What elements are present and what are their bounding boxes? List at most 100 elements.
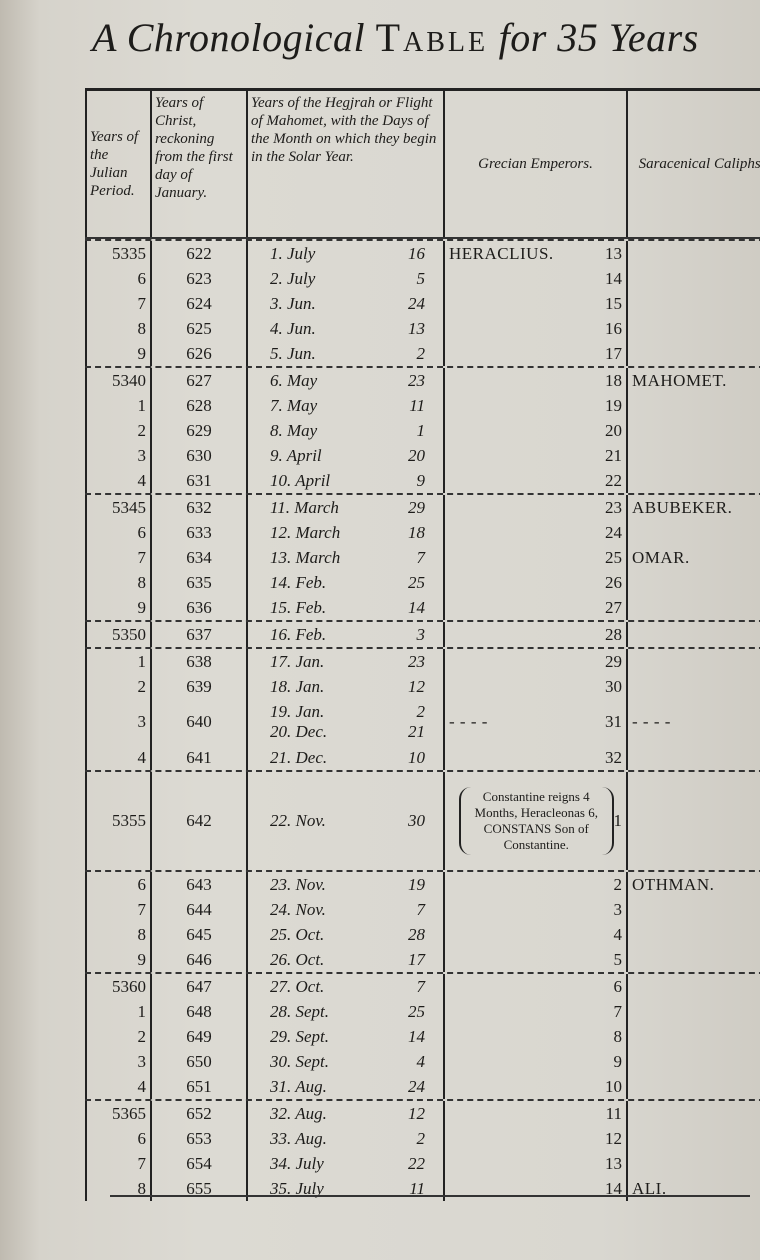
hegira-year-month: 19. Jan. — [270, 702, 325, 721]
emperor-year: 8 — [613, 1026, 623, 1046]
hegira-day: 25 — [408, 1001, 425, 1021]
emperor-year: 5 — [613, 949, 623, 969]
grecian-cell: 6 — [445, 974, 628, 999]
hegira-cell: 28. Sept. 25 — [248, 999, 445, 1024]
hegira-year-month: 35. July — [270, 1178, 324, 1198]
hegira-day: 21 — [408, 722, 425, 741]
hegira-pair: 19. Jan. 2 20. Dec. 21 — [270, 702, 425, 742]
hegira-year-month: 28. Sept. — [270, 1001, 330, 1021]
caliph-name — [628, 897, 760, 922]
caliph-name — [628, 622, 760, 647]
table-row: 5350 637 16. Feb. 3 28 — [85, 620, 760, 647]
grecian-cell: 21 — [445, 443, 628, 468]
hegira-day: 23 — [408, 370, 425, 390]
christ-year: 622 — [152, 241, 248, 266]
bottom-rule — [110, 1195, 750, 1197]
table-row: 9 646 26. Oct. 17 5 — [85, 947, 760, 972]
hegira-day: 7 — [416, 976, 426, 996]
christ-year: 644 — [152, 897, 248, 922]
hegira-year-month: 32. Aug. — [270, 1103, 327, 1123]
christ-year: 631 — [152, 468, 248, 493]
christ-year: 632 — [152, 495, 248, 520]
caliph-name — [628, 520, 760, 545]
julian-year: 1 — [85, 999, 152, 1024]
christ-year: 623 — [152, 266, 248, 291]
hegira-year-month: 22. Nov. — [270, 811, 326, 830]
caliph-name: MAHOMET. — [632, 370, 727, 390]
hegira-year-month: 27. Oct. — [270, 976, 325, 996]
emperor-year: 21 — [605, 445, 622, 465]
hegira-day: 4 — [416, 1051, 426, 1071]
hegira-cell: 12. March 18 — [248, 520, 445, 545]
table-row: 2 629 8. May 1 20 — [85, 418, 760, 443]
grecian-cell: 2 — [445, 872, 628, 897]
christ-year: 634 — [152, 545, 248, 570]
grecian-cell: HERACLIUS. 13 — [445, 241, 628, 266]
hegira-day: 23 — [408, 651, 425, 671]
table-row: 6 623 2. July 5 14 — [85, 266, 760, 291]
table-row: 5360 647 27. Oct. 7 6 — [85, 972, 760, 999]
christ-year: 625 — [152, 316, 248, 341]
emperor-year: 13 — [605, 1153, 622, 1173]
table-row: 3 640 19. Jan. 2 20. Dec. 21 - - - - 31 - - - - — [85, 699, 760, 745]
christ-year: 655 — [152, 1176, 248, 1201]
hegira-cell: 18. Jan. 12 — [248, 674, 445, 699]
hegira-day: 3 — [416, 624, 426, 644]
page-title: A Chronological Table for 35 Years — [92, 14, 699, 61]
grecian-cell: 14 — [445, 266, 628, 291]
emperor-year: 20 — [605, 420, 622, 440]
caliph-name — [628, 974, 760, 999]
hegira-cell: 31. Aug. 24 — [248, 1074, 445, 1099]
table-row: 5345 632 11. March 29 23 ABUBEKER. — [85, 493, 760, 520]
hegira-day: 25 — [408, 572, 425, 592]
hegira-cell: 17. Jan. 23 — [248, 649, 445, 674]
hegira-year-month: 3. Jun. — [270, 293, 316, 313]
hegira-year-month: 26. Oct. — [270, 949, 325, 969]
christ-year: 638 — [152, 649, 248, 674]
emperor-year: 19 — [605, 395, 622, 415]
caliph-name — [628, 341, 760, 366]
julian-year: 4 — [85, 468, 152, 493]
hegira-cell: 14. Feb. 25 — [248, 570, 445, 595]
hegira-year-month: 25. Oct. — [270, 924, 325, 944]
table-row: 8 645 25. Oct. 28 4 — [85, 922, 760, 947]
grecian-cell: 3 — [445, 897, 628, 922]
christ-year: 645 — [152, 922, 248, 947]
hegira-cell: 29. Sept. 14 — [248, 1024, 445, 1049]
julian-year: 2 — [85, 1024, 152, 1049]
grecian-cell: 11 — [445, 1101, 628, 1126]
christ-year: 654 — [152, 1151, 248, 1176]
julian-year: 5350 — [85, 622, 152, 647]
table-row: 5340 627 6. May 23 18 MAHOMET. — [85, 366, 760, 393]
caliph-name — [628, 999, 760, 1024]
table-row: 6 643 23. Nov. 19 2 OTHMAN. — [85, 870, 760, 897]
title-pre: A Chronological — [92, 15, 366, 60]
grecian-cell: Constantine reigns 4 Months, Heracleonas… — [445, 772, 628, 870]
emperor-year: 11 — [605, 1103, 622, 1123]
table-row: 5335 622 1. July 16 HERACLIUS. 13 — [85, 239, 760, 266]
julian-year: 8 — [85, 316, 152, 341]
julian-year: 5365 — [85, 1101, 152, 1126]
hegira-year-month: 16. Feb. — [270, 624, 327, 644]
table-row: 5355 642 22. Nov. 30 Constantine reigns 4 Mo… — [85, 770, 760, 870]
caliph-name — [628, 266, 760, 291]
emperor-year: 18 — [605, 370, 622, 390]
hegira-year-month: 13. March — [270, 547, 341, 567]
julian-year: 3 — [85, 699, 152, 745]
grecian-cell: 17 — [445, 341, 628, 366]
hegira-cell: 25. Oct. 28 — [248, 922, 445, 947]
hegira-year-month: 24. Nov. — [270, 899, 326, 919]
hegira-cell: 15. Feb. 14 — [248, 595, 445, 620]
emperor-year: 27 — [605, 597, 622, 617]
header-grecian: Grecian Emperors. — [445, 91, 628, 237]
caliph-name — [628, 443, 760, 468]
table-row: 7 644 24. Nov. 7 3 — [85, 897, 760, 922]
emperor-year: 10 — [605, 1076, 622, 1096]
hegira-cell: 6. May 23 — [248, 368, 445, 393]
christ-year: 635 — [152, 570, 248, 595]
emperor-year: 9 — [613, 1051, 623, 1071]
caliph-name — [628, 241, 760, 266]
christ-year: 639 — [152, 674, 248, 699]
hegira-year-month: 15. Feb. — [270, 597, 327, 617]
table-row: 2 649 29. Sept. 14 8 — [85, 1024, 760, 1049]
